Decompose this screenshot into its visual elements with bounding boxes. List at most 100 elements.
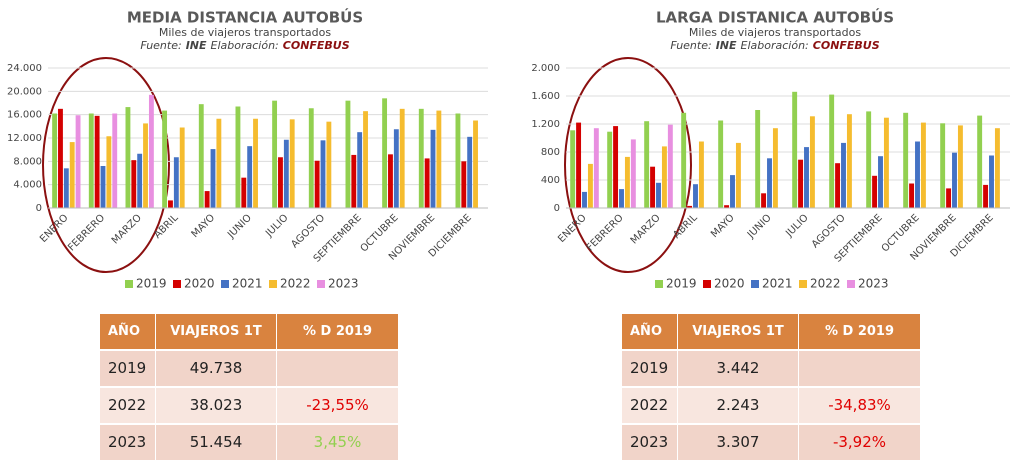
cell-text: 2019 [108, 359, 146, 377]
bar [424, 158, 430, 208]
table-cell [277, 425, 398, 460]
bar [693, 184, 698, 208]
bar [772, 128, 778, 208]
legend-label: 2023 [328, 277, 359, 291]
table-cell [156, 351, 276, 386]
bar [388, 154, 393, 208]
bar [308, 108, 314, 208]
y-tick-label: 2.000 [531, 63, 560, 74]
header-cell [100, 314, 155, 349]
bar [909, 183, 915, 208]
bar [650, 166, 656, 208]
legend-label: 2020 [184, 277, 215, 291]
header-cell [277, 314, 398, 349]
chart-subtitle: Miles de viajeros transportados [159, 26, 331, 39]
x-tick-label: FEBRERO [585, 212, 626, 253]
bar [946, 188, 952, 208]
cell-text: 2023 [630, 433, 668, 451]
bar [168, 200, 173, 208]
legend-label: 2022 [280, 277, 311, 291]
y-tick-label: 400 [541, 175, 560, 186]
cell-text: -34,83% [828, 396, 891, 414]
bar [798, 159, 804, 208]
bar [283, 139, 289, 208]
legend-swatch [269, 280, 277, 288]
cell-text: 2022 [630, 396, 668, 414]
bar [112, 113, 118, 208]
bar [461, 161, 467, 208]
bar [52, 113, 58, 208]
bar [767, 158, 772, 208]
highlight-ellipse [42, 57, 170, 273]
source-part: INE [186, 39, 207, 52]
bar [253, 118, 258, 208]
y-tick-label: 4.000 [13, 180, 42, 191]
source-part: Fuente: [670, 39, 711, 52]
bar [593, 128, 599, 208]
bar [94, 115, 100, 208]
legend-label: 2023 [858, 277, 889, 291]
bar [125, 107, 131, 208]
bar [883, 117, 889, 208]
header-cell [622, 314, 677, 349]
header-text: % D 2019 [303, 324, 372, 339]
source-part: Elaboración: [211, 39, 279, 52]
bar [698, 141, 704, 208]
header-text: AÑO [630, 323, 662, 339]
bar [320, 140, 326, 208]
bar [957, 125, 963, 208]
header-cell [678, 314, 798, 349]
bar [878, 156, 883, 208]
source-part: INE [716, 39, 737, 52]
bar [241, 177, 247, 208]
bar [100, 166, 106, 208]
chart-title: MEDIA DISTANCIA AUTOBÚS [127, 8, 363, 27]
bar [903, 112, 909, 208]
bar [656, 182, 661, 208]
y-tick-label: 1.200 [531, 119, 560, 130]
bar [393, 129, 399, 208]
y-tick-label: 12.000 [7, 133, 42, 144]
bar [983, 184, 989, 208]
bar [179, 127, 185, 208]
table-cell [277, 388, 398, 423]
bar [131, 160, 137, 208]
y-tick-label: 20.000 [7, 86, 42, 97]
cell-text: 2023 [108, 433, 146, 451]
bar [576, 122, 582, 208]
bar [582, 191, 587, 208]
bar [436, 110, 442, 208]
cell-text: -3,92% [833, 433, 886, 451]
x-tick-label: FEBRERO [66, 212, 107, 253]
legend-swatch [655, 280, 663, 288]
legend-label: 2019 [136, 277, 167, 291]
x-tick-label: MAYO [709, 212, 737, 240]
cell-text: -23,55% [306, 396, 369, 414]
x-tick-label: AGOSTO [810, 212, 848, 250]
bar [661, 146, 667, 208]
bar [278, 157, 283, 208]
bar [272, 100, 278, 208]
x-tick-label: JUNIO [225, 212, 254, 241]
x-tick-label: AGOSTO [289, 212, 327, 250]
bar [755, 110, 761, 208]
x-tick-label: MAYO [190, 212, 218, 240]
bar [846, 114, 852, 208]
bar [75, 115, 81, 208]
bar [235, 106, 241, 208]
legend-label: 2019 [666, 277, 697, 291]
header-text: % D 2019 [825, 324, 894, 339]
bar [792, 91, 798, 208]
table-cell [678, 425, 798, 460]
cell-text: 49.738 [190, 359, 243, 377]
legend-swatch [317, 280, 325, 288]
header-cell [156, 314, 276, 349]
legend-label: 2021 [232, 277, 263, 291]
chart-title: LARGA DISTANICA AUTOBÚS [656, 8, 894, 27]
cell-text: 3,45% [314, 433, 362, 451]
cell-text: 38.023 [190, 396, 243, 414]
bar [872, 175, 878, 208]
y-tick-label: 0 [554, 203, 560, 214]
source-part: CONFEBUS [283, 39, 350, 52]
